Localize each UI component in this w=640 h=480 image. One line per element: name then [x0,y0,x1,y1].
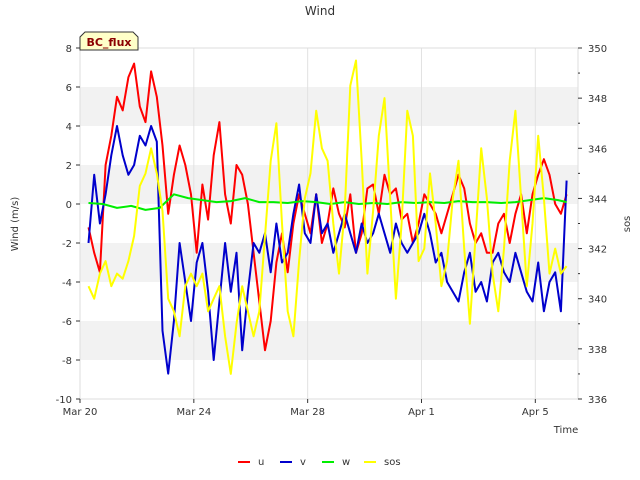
y2-tick-label: 344 [588,194,607,205]
legend-label-u: u [258,457,264,468]
x-tick-label: Mar 24 [176,407,211,418]
y-tick-label: 0 [66,200,72,211]
y2-axis-label: sos [622,216,633,233]
x-tick-label: Mar 20 [63,407,98,418]
y-tick-label: 8 [66,44,72,55]
y-tick-label: 2 [66,161,72,172]
legend-label-w: w [342,457,350,468]
y2-tick-label: 350 [588,44,607,55]
badge: BC_flux [79,31,139,51]
x-tick-label: Mar 28 [290,407,325,418]
axes: Mar 20 Mar 24 Mar 28 Apr 1 Apr 5 -10 -8 -6 -4 -2 0… [56,44,607,418]
y-tick-label: -6 [62,317,72,328]
y2-tick-label: 346 [588,144,607,155]
legend-label-sos: sos [384,457,401,468]
y-tick-label: 4 [66,122,72,133]
y-tick-label: -4 [62,278,72,289]
legend-label-v: v [300,457,306,468]
y-axis-label: Wind (m/s) [10,197,21,252]
y2-tick-label: 340 [588,295,607,306]
x-axis-label: Time [553,425,578,436]
background-band [80,87,578,126]
series-line-w [88,193,567,211]
background-band [80,243,578,282]
y-tick-label: -2 [62,239,72,250]
y-tick-label: -8 [62,356,72,367]
chart-title: Wind [305,4,335,18]
y2-tick-label: 338 [588,345,607,356]
x-tick-label: Apr 5 [522,407,549,418]
background-bands [80,87,578,360]
y2-tick-label: 336 [588,395,607,406]
background-band [80,321,578,360]
y-tick-label: -10 [56,395,72,406]
series-lines [87,59,568,375]
y-tick-label: 6 [66,83,72,94]
y2-tick-label: 348 [588,94,607,105]
badge-box [79,31,139,51]
series-line-v [87,125,568,375]
badge-label: BC_flux [86,36,131,49]
x-tick-label: Apr 1 [408,407,435,418]
legend: u v w sos [238,457,401,468]
y2-tick-label: 342 [588,245,607,256]
series-line-sos [87,59,568,375]
